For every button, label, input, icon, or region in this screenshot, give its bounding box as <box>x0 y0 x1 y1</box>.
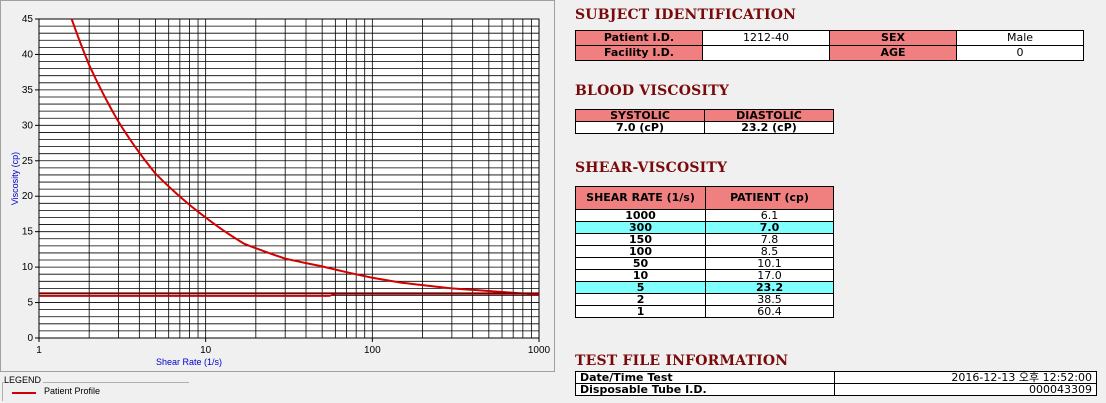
y-tick-label: 25 <box>22 156 34 167</box>
x-tick-label: 1 <box>36 345 42 356</box>
tube-id-label: Disposable Tube I.D. <box>575 383 835 396</box>
diastolic-label: DIASTOLIC <box>704 109 834 122</box>
legend-swatch-line <box>12 392 36 394</box>
y-tick-label: 45 <box>22 14 34 25</box>
table-row-rate: 1000 <box>574 209 707 222</box>
legend-title: LEGEND <box>4 375 44 385</box>
x-tick-label: 1000 <box>528 345 551 356</box>
diastolic-value: 23.2 (cP) <box>704 121 834 134</box>
shear-viscosity-title: SHEAR-VISCOSITY <box>575 160 728 176</box>
legend-frame <box>2 382 189 401</box>
y-tick-label: 5 <box>27 298 33 309</box>
systolic-value: 7.0 (cP) <box>575 121 705 134</box>
table-row-value: 6.1 <box>705 209 834 222</box>
datetime-value: 2016-12-13 오후 12:52:00 <box>834 371 1097 384</box>
facility-id-label: Facility I.D. <box>575 45 703 61</box>
table-row-rate: 100 <box>574 245 707 258</box>
table-row-rate: 10 <box>574 269 707 282</box>
legend: LEGEND Patient Profile <box>2 375 190 401</box>
series-line-patient-profile <box>70 18 540 296</box>
viscosity-chart: 0 5 10 15 20 25 30 35 40 45 1 10 100 1000 Shear Rate (… <box>10 14 551 367</box>
table-row-rate: 50 <box>574 257 707 270</box>
patient-column-header: PATIENT (cp) <box>705 186 834 210</box>
y-tick-label: 30 <box>22 120 34 131</box>
plot-frame <box>38 18 540 339</box>
subject-table: Patient I.D. 1212-40 SEX Male Facility I… <box>575 30 1084 61</box>
x-tick-label: 100 <box>364 345 381 356</box>
x-axis-title: Shear Rate (1/s) <box>156 357 222 367</box>
shear-viscosity-table: SHEAR RATE (1/s) PATIENT (cp) 1000 6.1 30… <box>574 186 834 318</box>
plot-area <box>39 19 539 338</box>
subject-identification-title: SUBJECT IDENTIFICATION <box>575 7 797 23</box>
chart-panel: 0 5 10 15 20 25 30 35 40 45 1 10 100 1000 Shear Rate (… <box>0 0 555 372</box>
patient-id-value: 1212-40 <box>702 30 830 46</box>
table-row-value: 8.5 <box>705 245 834 258</box>
x-tick-label: 10 <box>200 345 212 356</box>
sex-value: Male <box>956 30 1084 46</box>
table-row-rate: 1 <box>574 305 707 318</box>
facility-id-value <box>702 45 830 61</box>
table-row-value: 10.1 <box>705 257 834 270</box>
y-tick-label: 15 <box>22 227 34 238</box>
y-tick-label: 40 <box>22 49 34 60</box>
sex-label: SEX <box>829 30 957 46</box>
legend-series-label: Patient Profile <box>44 386 101 396</box>
table-row-value: 60.4 <box>705 305 834 318</box>
table-row-value: 7.8 <box>705 233 834 246</box>
test-file-information-title: TEST FILE INFORMATION <box>575 353 789 369</box>
y-tick-label: 20 <box>22 191 34 202</box>
table-row-rate: 2 <box>574 293 707 306</box>
datetime-label: Date/Time Test <box>575 371 835 384</box>
systolic-label: SYSTOLIC <box>575 109 705 122</box>
y-axis-title: Viscosity (cp) <box>10 152 20 205</box>
age-value: 0 <box>956 45 1084 61</box>
y-tick-label: 35 <box>22 85 34 96</box>
blood-viscosity-table: SYSTOLIC DIASTOLIC 7.0 (cP) 23.2 (cP) <box>575 109 834 134</box>
y-tick-label: 0 <box>27 333 33 344</box>
tube-id-value: 000043309 <box>834 383 1097 396</box>
table-row-rate-highlighted: 300 <box>574 221 707 234</box>
shear-rate-column-header: SHEAR RATE (1/s) <box>574 186 707 210</box>
table-row-rate-highlighted: 5 <box>574 281 707 294</box>
patient-id-label: Patient I.D. <box>575 30 703 46</box>
blood-viscosity-title: BLOOD VISCOSITY <box>575 83 730 99</box>
table-row-value-highlighted: 7.0 <box>705 221 834 234</box>
age-label: AGE <box>829 45 957 61</box>
table-row-value-highlighted: 23.2 <box>705 281 834 294</box>
test-file-table: Date/Time Test 2016-12-13 오후 12:52:00 Di… <box>575 371 1097 396</box>
y-tick-label: 10 <box>22 262 34 273</box>
table-row-value: 38.5 <box>705 293 834 306</box>
table-row-rate: 150 <box>574 233 707 246</box>
table-row-value: 17.0 <box>705 269 834 282</box>
